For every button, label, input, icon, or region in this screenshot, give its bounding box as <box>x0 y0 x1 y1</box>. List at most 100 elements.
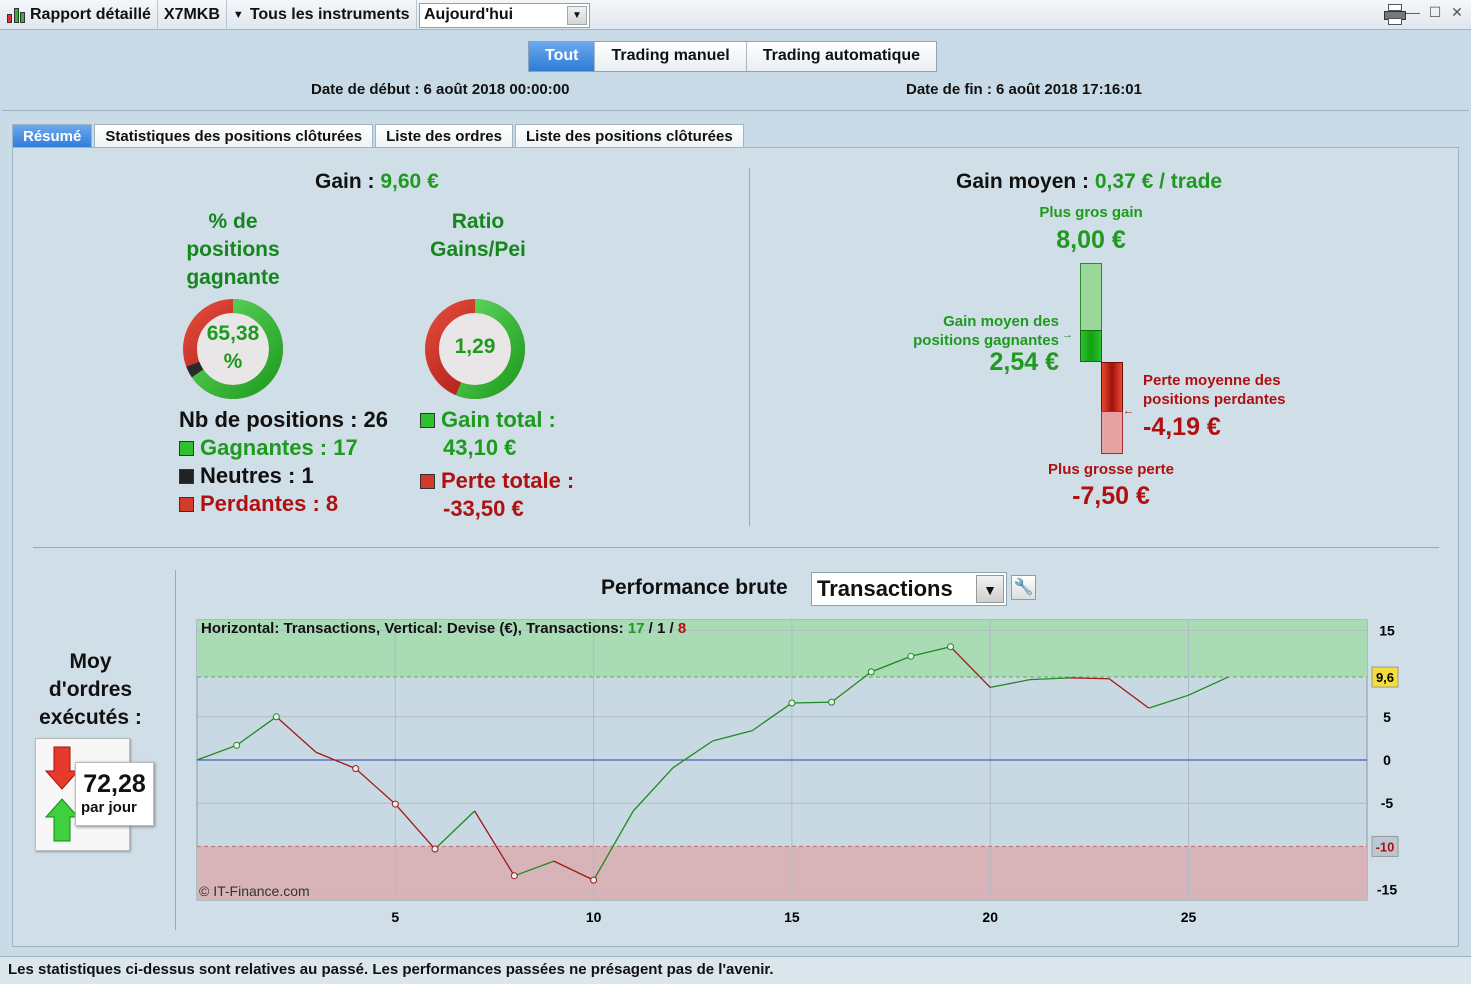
series-segment <box>1069 677 1110 680</box>
disclaimer-bar: Les statistiques ci-dessus sont relative… <box>0 956 1471 984</box>
printer-icon[interactable] <box>1383 4 1406 25</box>
series-segment <box>355 768 396 805</box>
tab-closed-positions-list[interactable]: Liste des positions clôturées <box>514 124 744 148</box>
donut-neutral-segment <box>186 361 204 378</box>
start-date: Date de début : 6 août 2018 00:00:00 <box>311 81 570 98</box>
filter-tab-manual[interactable]: Trading manuel <box>595 42 747 71</box>
win-pct-value: 65,38 % <box>180 320 286 376</box>
gain-label: Gain : <box>315 170 375 193</box>
avg-loss-bar <box>1101 362 1123 412</box>
perte-total-value: -33,50 € <box>443 496 524 521</box>
y-tick-label: -15 <box>1377 882 1397 898</box>
data-point <box>590 876 598 884</box>
series-segment <box>1148 694 1189 709</box>
chart-caption-sep: / <box>669 620 674 637</box>
ratio-value: 1,29 <box>454 335 496 358</box>
avg-loss-label-line: Perte moyenne des <box>1143 372 1281 389</box>
perte-total-label: Perte totale : <box>441 468 575 493</box>
lower-threshold-badge <box>1371 835 1399 857</box>
tab-orders-list[interactable]: Liste des ordres <box>375 124 513 148</box>
series-segment <box>751 702 793 732</box>
series-segment <box>1029 677 1070 681</box>
data-point <box>431 845 439 853</box>
x-tick-label: 10 <box>586 909 602 925</box>
trading-filter-tabs: Tout Trading manuel Trading automatique <box>528 41 938 72</box>
buy-sell-arrows-icon <box>44 746 80 842</box>
chart-caption-prefix: Horizontal: Transactions, Vertical: Devi… <box>201 620 624 637</box>
series-segment <box>632 767 674 812</box>
data-point <box>352 765 360 773</box>
ratio-title-line: Gains/Pei <box>430 238 526 261</box>
red-square-icon <box>420 474 435 489</box>
summary-panel: Gain : 9,60 € % de positions gagnante Ra… <box>12 147 1459 947</box>
upper-threshold-badge <box>1371 666 1399 688</box>
ratio-title: Ratio Gains/Pei <box>423 208 533 264</box>
filter-tab-all[interactable]: Tout <box>529 42 596 71</box>
win-pct-title-line: % de <box>208 210 258 233</box>
series-segment <box>315 751 356 770</box>
series-segment <box>990 678 1031 689</box>
data-point <box>828 698 836 706</box>
chart-caption-neutral: 1 <box>657 620 666 637</box>
close-icon[interactable]: ✕ <box>1451 4 1463 20</box>
ratio-title-line: Ratio <box>451 210 505 233</box>
chart-caption-sep: / <box>648 620 653 637</box>
ratio-donut <box>425 299 525 399</box>
chart-caption-wins: 17 <box>627 620 645 637</box>
average-heading: Gain moyen : 0,37 € / trade <box>956 170 1222 194</box>
gain-total-value: 43,10 € <box>443 435 517 460</box>
series-segment <box>910 646 951 657</box>
horizontal-divider <box>33 547 1439 548</box>
orders-title-line: Moy <box>69 650 112 673</box>
chevron-down-icon[interactable]: ▼ <box>976 575 1004 603</box>
series-segment <box>672 740 713 769</box>
report-header: Tout Trading manuel Trading automatique … <box>2 31 1469 111</box>
series-segment <box>474 810 515 877</box>
account-id[interactable]: X7MKB <box>158 0 227 30</box>
x-tick-label: 5 <box>391 909 399 925</box>
x-tick-label: 15 <box>784 909 800 925</box>
win-pct-title-line: positions <box>186 238 280 261</box>
y-tick-label: 5 <box>1383 709 1391 725</box>
performance-select[interactable]: Transactions ▼ <box>811 572 1007 606</box>
gain-value: 9,60 € <box>380 170 439 193</box>
data-point <box>272 713 280 721</box>
vertical-divider-chart <box>175 570 176 930</box>
filter-tab-automatic[interactable]: Trading automatique <box>746 42 937 71</box>
losing-count: Perdantes : 8 <box>200 491 339 516</box>
series-segment <box>1108 678 1150 709</box>
orders-value-box: 72,28 par jour <box>75 762 154 826</box>
chart-caption-losses: 8 <box>677 620 687 637</box>
report-title: Rapport détaillé <box>0 0 158 30</box>
biggest-loss-label: Plus grosse perte <box>1048 461 1174 478</box>
report-label: Rapport détaillé <box>30 5 151 23</box>
instruments-dropdown[interactable]: ▼ Tous les instruments <box>227 0 417 30</box>
avg-loss-value: -4,19 € <box>1143 413 1221 441</box>
series-segment <box>275 716 317 753</box>
average-value: 0,37 € / trade <box>1094 170 1223 193</box>
series-segment <box>236 716 277 746</box>
chevron-down-icon[interactable]: ▼ <box>567 6 587 25</box>
series-segment <box>394 803 436 850</box>
performance-label: Performance brute <box>601 576 788 599</box>
series-segment <box>593 810 634 881</box>
tab-closed-positions-stats[interactable]: Statistiques des positions clôturées <box>94 124 374 148</box>
max-gain-bar <box>1080 263 1102 331</box>
y-tick-label: 0 <box>1383 752 1391 768</box>
orders-unit: par jour <box>81 799 137 816</box>
performance-select-value: Transactions <box>817 576 953 601</box>
minimize-icon[interactable]: — <box>1406 4 1420 20</box>
upper-threshold-label: 9,6 <box>1376 670 1394 685</box>
data-point <box>907 652 915 660</box>
period-select[interactable]: Aujourd'hui ▼ <box>419 3 590 28</box>
title-bar: Rapport détaillé X7MKB ▼ Tous les instru… <box>0 0 1471 30</box>
win-pct-title-line: gagnante <box>186 266 280 289</box>
maximize-icon[interactable]: ☐ <box>1428 4 1442 20</box>
tab-summary[interactable]: Résumé <box>12 124 93 148</box>
data-point <box>233 741 241 749</box>
avg-loss-label: Perte moyenne des positions perdantes <box>1143 371 1343 409</box>
wrench-icon[interactable]: 🔧 <box>1011 575 1036 600</box>
orders-title-line: d'ordres <box>48 678 133 701</box>
nb-positions: Nb de positions : 26 <box>179 407 389 432</box>
triangle-down-icon: ▼ <box>232 8 244 21</box>
